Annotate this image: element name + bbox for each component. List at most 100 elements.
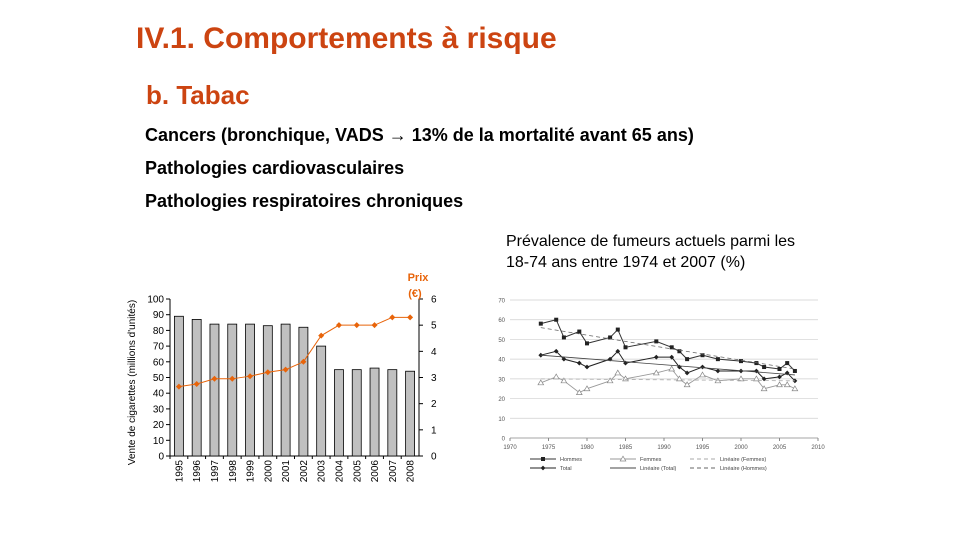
x-tick-label: 1998	[228, 460, 239, 483]
x-tick-label: 1990	[657, 445, 671, 451]
y-tick-label: 0	[502, 437, 506, 443]
sales-bar	[351, 369, 362, 457]
y2-tick-label: 3	[431, 373, 437, 384]
series-point	[683, 381, 691, 388]
x-tick-label: 1970	[503, 445, 517, 451]
series-point	[762, 365, 767, 370]
series-point	[700, 353, 705, 358]
series-point	[561, 335, 566, 340]
legend-label: Hommes	[560, 457, 582, 463]
sales-bar	[334, 369, 344, 457]
y-tick-label: 60	[153, 357, 165, 368]
y2-tick-label: 6	[431, 295, 437, 306]
x-tick-label: 1996	[192, 460, 203, 483]
y-tick-label: 20	[498, 397, 505, 403]
prevalence-caption-line2: 18-74 ans entre 1974 et 2007 (%)	[506, 254, 746, 271]
series-point	[777, 374, 782, 380]
sales-bar	[209, 323, 220, 457]
x-tick-label: 1999	[246, 460, 257, 483]
sales-bar	[298, 326, 309, 457]
series-line	[540, 327, 795, 370]
series-point	[606, 377, 614, 384]
legend-marker	[619, 455, 627, 462]
price-point	[407, 314, 414, 321]
y-tick-label: 70	[498, 299, 505, 305]
x-tick-label: 2005	[773, 445, 787, 451]
x-tick-label: 2003	[317, 460, 328, 483]
price-point	[211, 375, 218, 382]
series-point	[653, 354, 659, 360]
series-point	[737, 375, 745, 382]
series-point	[715, 357, 720, 362]
sales-bar	[245, 323, 255, 457]
legend-label: Linéaire (Total)	[640, 466, 677, 472]
series-point	[685, 357, 690, 362]
y-tick-label: 30	[153, 404, 165, 415]
y-tick-label: 30	[498, 377, 505, 383]
series-point	[739, 359, 743, 364]
sales-bar	[262, 325, 273, 457]
y-tick-label: 40	[153, 389, 165, 400]
slide-title: IV.1. Comportements à risque	[136, 22, 557, 55]
price-point	[335, 322, 342, 329]
series-point	[654, 339, 659, 344]
series-point	[585, 341, 589, 346]
series-point	[684, 370, 690, 376]
series-point	[760, 385, 768, 392]
smoker-prevalence-chart: 0 10 20 30 40 50 60 70 1970 1975 1980 1985 1990 1995 2…	[498, 299, 825, 473]
series-point	[615, 327, 620, 332]
y-tick-label: 70	[153, 342, 165, 353]
price-point	[300, 358, 307, 365]
x-tick-label: 2008	[406, 460, 417, 483]
y-tick-label: 10	[498, 417, 505, 423]
x-tick-label: 1995	[696, 445, 710, 451]
series-point	[791, 385, 799, 392]
y-tick-label: 10	[153, 436, 165, 447]
series-point	[537, 379, 545, 386]
price-point	[371, 322, 378, 329]
series-point	[792, 378, 798, 384]
x-tick-label: 2001	[281, 460, 292, 483]
legend-label: Linéaire (Femmes)	[720, 457, 766, 463]
series-point	[777, 367, 782, 371]
series-point	[575, 389, 583, 396]
series-point	[761, 376, 767, 382]
price-point	[353, 322, 360, 329]
series-point	[669, 354, 675, 360]
bullet-respiratory: Pathologies respiratoires chroniques	[145, 191, 464, 211]
series-point	[699, 371, 706, 378]
y-tick-label: 50	[498, 338, 505, 344]
series-point	[608, 335, 613, 340]
prevalence-caption: Prévalence de fumeurs actuels parmi les …	[506, 231, 846, 273]
series-point	[553, 348, 559, 354]
y2-tick-label: 2	[431, 399, 437, 410]
series-point	[677, 349, 682, 354]
x-tick-label: 2000	[734, 445, 748, 451]
y-tick-label: 90	[153, 310, 165, 321]
series-point	[623, 345, 628, 350]
legend-label: Femmes	[640, 457, 662, 463]
bullet-cardiovascular: Pathologies cardiovasculaires	[145, 158, 405, 178]
prevalence-caption-line1: Prévalence de fumeurs actuels parmi les	[506, 233, 796, 250]
price-point	[175, 383, 182, 390]
y-tick-label: 60	[498, 318, 505, 324]
sales-bar	[227, 323, 238, 457]
series-line	[540, 354, 795, 376]
cigarette-sales-chart: 0 10 20 30 40 50 60 70 80 90 100 0 1 2 3 4 5 6 1995 1996 199…	[127, 272, 437, 483]
x-tick-label: 2006	[370, 460, 381, 483]
price-point	[282, 366, 289, 373]
series-point	[715, 368, 721, 374]
legend-label: Linéaire (Hommes)	[720, 466, 767, 472]
price-point	[193, 381, 200, 388]
price-point	[247, 373, 254, 380]
price-point	[264, 369, 271, 376]
sales-bar	[387, 369, 398, 457]
x-tick-label: 1980	[580, 445, 594, 451]
bullet-cancers: Cancers (bronchique, VADS → 13% de la mo…	[145, 125, 694, 145]
series-point	[554, 317, 559, 322]
series-point	[776, 381, 783, 388]
price-point	[389, 314, 396, 321]
y-tick-label: 20	[153, 420, 165, 431]
y2-tick-label: 5	[431, 321, 437, 332]
x-tick-label: 2007	[388, 460, 399, 483]
